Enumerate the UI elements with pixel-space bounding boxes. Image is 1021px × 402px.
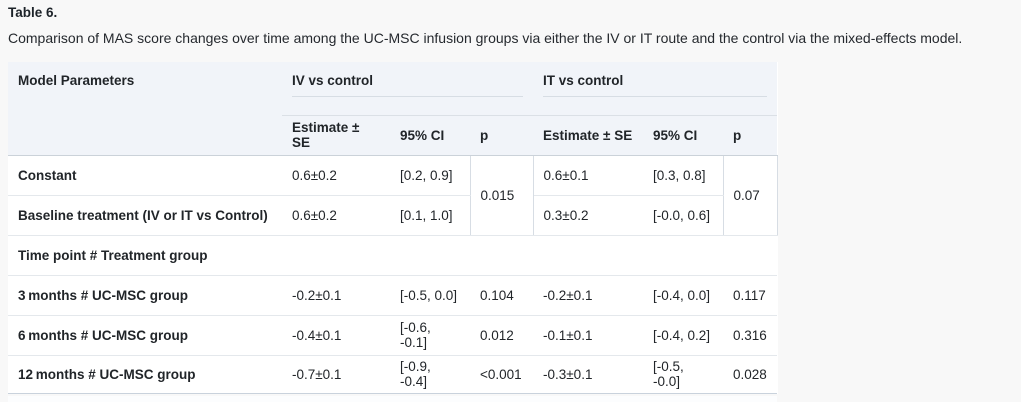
- it-ci-cell: [0.3, 0.8]: [643, 155, 724, 196]
- table-header: Model Parameters IV vs control IT vs con…: [8, 62, 778, 156]
- row-label: Baseline treatment (IV or IT vs Control): [8, 195, 282, 236]
- group-header-it-label: IT vs control: [543, 73, 768, 97]
- it-p-cell: 0.028: [723, 355, 778, 394]
- it-estimate-cell: 0.3±0.2: [533, 195, 644, 236]
- column-header-iv-ci: 95% CI: [390, 115, 470, 156]
- iv-ci-cell: [0.2, 0.9]: [390, 155, 470, 196]
- table-row-6-months: 6 months # UC-MSC group -0.4±0.1 [-0.6, …: [8, 315, 778, 356]
- iv-estimate-cell: -0.7±0.1: [282, 355, 390, 394]
- table-row-12-months: 12 months # UC-MSC group -0.7±0.1 [-0.9,…: [8, 355, 778, 394]
- it-estimate-cell: -0.1±0.1: [533, 315, 644, 356]
- table-row-baseline-treatment: Baseline treatment (IV or IT vs Control)…: [8, 195, 777, 236]
- subheader-row: Estimate ± SE 95% CI p Estimate ± SE 95%…: [8, 115, 778, 156]
- iv-estimate-cell: 0.6±0.2: [282, 155, 390, 196]
- section-label: Time point # Treatment group: [8, 235, 778, 276]
- group-header-iv-vs-control: IV vs control: [282, 62, 534, 116]
- iv-ci-cell: [-0.5, 0.0]: [390, 275, 470, 316]
- iv-ci-cell: [0.1, 1.0]: [390, 195, 470, 236]
- row-label: 6 months # UC-MSC group: [8, 315, 282, 356]
- group-header-iv-label: IV vs control: [292, 73, 524, 97]
- it-p-cell: 0.316: [723, 315, 778, 356]
- it-p-cell: 0.07: [722, 155, 778, 236]
- iv-p-cell: 0.015: [469, 155, 534, 236]
- table-caption: Comparison of MAS score changes over tim…: [8, 30, 963, 46]
- it-p-cell: 0.117: [723, 275, 778, 316]
- column-header-model-parameters: Model Parameters: [8, 62, 282, 156]
- table-row-constant: Constant 0.6±0.2 [0.2, 0.9] 0.015 0.6±0.…: [8, 155, 778, 236]
- table-body: Constant 0.6±0.2 [0.2, 0.9] 0.015 0.6±0.…: [8, 155, 778, 394]
- table-cutoff-row: [8, 396, 777, 402]
- table-number-title: Table 6.: [8, 5, 58, 20]
- iv-estimate-cell: -0.2±0.1: [282, 275, 390, 316]
- row-label: Constant: [8, 155, 282, 196]
- mas-results-table: Model Parameters IV vs control IT vs con…: [8, 62, 778, 394]
- row-label: 3 months # UC-MSC group: [8, 275, 282, 316]
- iv-estimate-cell: 0.6±0.2: [282, 195, 390, 236]
- it-estimate-cell: 0.6±0.1: [533, 155, 644, 196]
- column-header-it-estimate: Estimate ± SE: [533, 115, 644, 156]
- column-header-it-p: p: [723, 115, 778, 156]
- iv-ci-cell: [-0.6, -0.1]: [390, 315, 470, 356]
- it-ci-cell: [-0.4, 0.0]: [643, 275, 724, 316]
- it-estimate-cell: -0.2±0.1: [533, 275, 644, 316]
- iv-p-cell: 0.104: [470, 275, 534, 316]
- iv-p-cell: <0.001: [470, 355, 534, 394]
- iv-ci-cell: [-0.9, -0.4]: [390, 355, 470, 394]
- column-header-iv-estimate: Estimate ± SE: [282, 115, 390, 156]
- it-ci-cell: [-0.5, -0.0]: [643, 355, 724, 394]
- column-header-iv-p: p: [470, 115, 534, 156]
- row-label: 12 months # UC-MSC group: [8, 355, 282, 394]
- it-estimate-cell: -0.3±0.1: [533, 355, 644, 394]
- table-row-timepoint-section: Time point # Treatment group: [8, 235, 778, 276]
- it-ci-cell: [-0.4, 0.2]: [643, 315, 724, 356]
- group-header-it-vs-control: IT vs control: [533, 62, 778, 116]
- iv-estimate-cell: -0.4±0.1: [282, 315, 390, 356]
- it-ci-cell: [-0.0, 0.6]: [643, 195, 724, 236]
- table-row-3-months: 3 months # UC-MSC group -0.2±0.1 [-0.5, …: [8, 275, 778, 316]
- column-header-it-ci: 95% CI: [643, 115, 724, 156]
- iv-p-cell: 0.012: [470, 315, 534, 356]
- group-header-row: Model Parameters IV vs control IT vs con…: [8, 62, 778, 156]
